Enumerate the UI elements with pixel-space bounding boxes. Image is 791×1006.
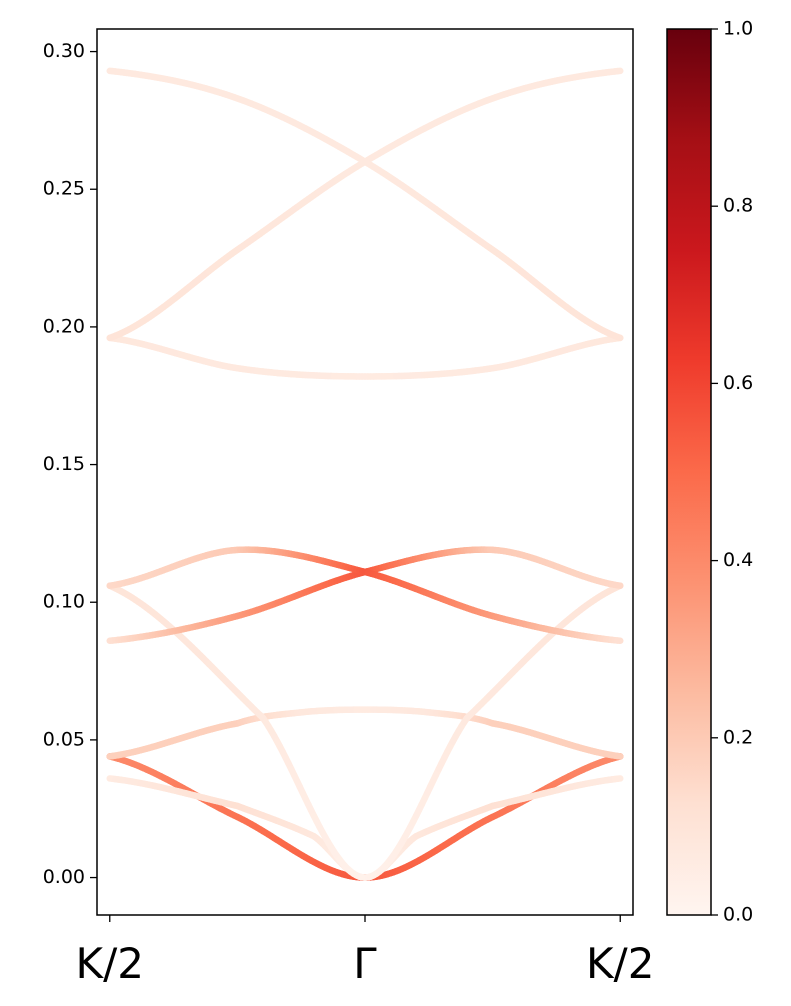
band-7 — [106, 334, 624, 380]
y-tick-label: 0.05 — [43, 728, 85, 750]
y-tick-label: 0.10 — [43, 591, 85, 613]
band-6 — [106, 546, 624, 645]
y-tick-label: 0.15 — [43, 453, 85, 475]
x-axis: K/2 Γ K/2 — [76, 915, 654, 988]
colorbar-tick-label: 0.0 — [723, 904, 753, 926]
y-tick-label: 0.30 — [43, 40, 85, 62]
band-curves — [106, 67, 624, 881]
band-3 — [106, 706, 624, 760]
colorbar-tick-label: 0.4 — [723, 549, 753, 571]
colorbar-tick-label: 1.0 — [723, 18, 753, 40]
colorbar-tick-label: 0.8 — [723, 195, 753, 217]
y-axis: 0.00 0.05 0.10 0.15 0.20 0.25 0.30 — [43, 40, 97, 888]
colorbar-axis: 0.0 0.2 0.4 0.6 0.8 1.0 — [711, 18, 753, 926]
x-tick-label: K/2 — [586, 939, 654, 988]
y-tick-label: 0.25 — [43, 178, 85, 200]
band-9 — [106, 67, 624, 342]
band-8 — [106, 67, 624, 342]
x-tick-label: K/2 — [76, 939, 144, 988]
colorbar-tick-label: 0.6 — [723, 372, 753, 394]
band-1 — [106, 753, 624, 881]
colorbar-tick-label: 0.2 — [723, 726, 753, 748]
band-2 — [106, 775, 624, 881]
x-tick-label: Γ — [353, 939, 377, 988]
y-tick-label: 0.00 — [43, 866, 85, 888]
colorbar — [666, 28, 712, 916]
y-tick-label: 0.20 — [43, 315, 85, 337]
